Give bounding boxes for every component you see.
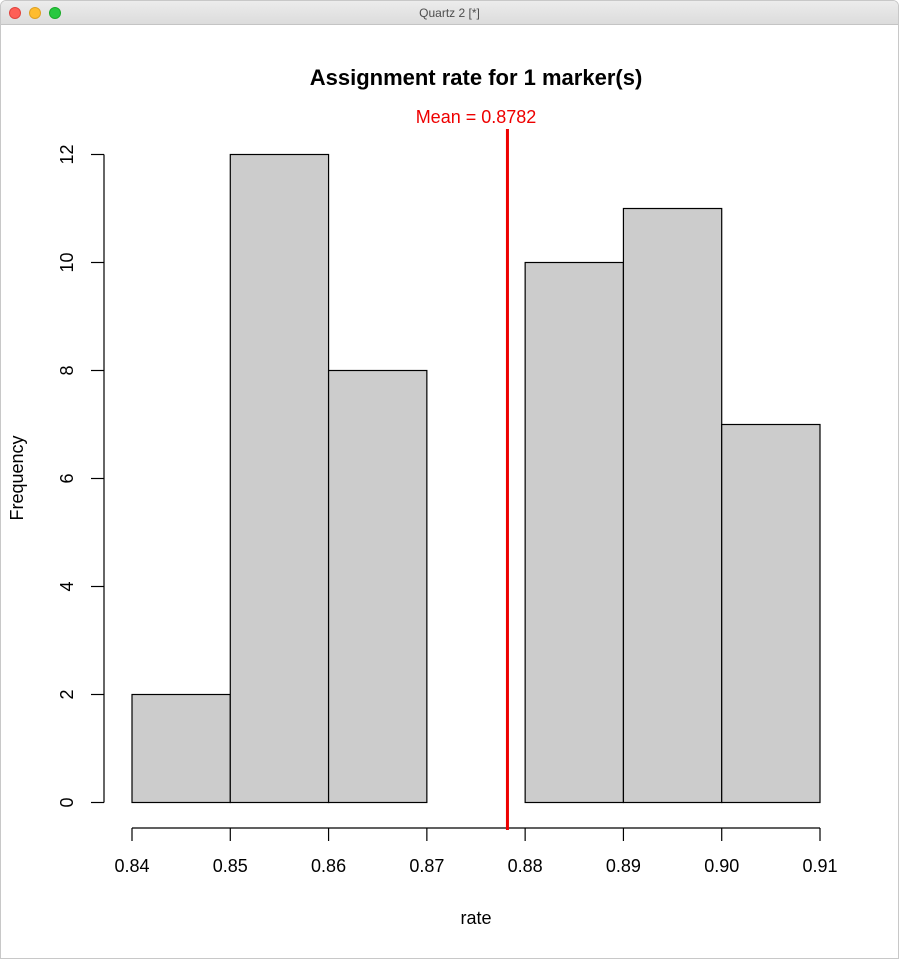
y-tick-label-6: 12 [57, 144, 77, 164]
x-tick-label-2: 0.86 [311, 856, 346, 876]
window-titlebar[interactable]: Quartz 2 [*] [1, 1, 898, 25]
y-tick-label-3: 6 [57, 473, 77, 483]
histogram-bar-2 [327, 369, 428, 804]
x-tick-label-3: 0.87 [409, 856, 444, 876]
chart-title: Assignment rate for 1 marker(s) [310, 65, 643, 90]
minimize-window-button[interactable] [29, 7, 41, 19]
histogram-bar-5 [622, 207, 723, 804]
plot-area: Assignment rate for 1 marker(s) Mean = 0… [1, 25, 898, 958]
close-window-button[interactable] [9, 7, 21, 19]
zoom-window-button[interactable] [49, 7, 61, 19]
x-tick-label-4: 0.88 [508, 856, 543, 876]
histogram-bar-1 [229, 153, 330, 804]
x-axis: 0.84 0.85 0.86 0.87 0.88 0.89 0.90 0.91 [114, 827, 838, 876]
y-tick-label-1: 2 [57, 689, 77, 699]
y-tick-label-5: 10 [57, 252, 77, 272]
histogram-chart: Assignment rate for 1 marker(s) Mean = 0… [7, 65, 838, 928]
window-title: Quartz 2 [*] [419, 6, 480, 20]
y-tick-label-4: 8 [57, 365, 77, 375]
x-tick-label-1: 0.85 [213, 856, 248, 876]
x-tick-label-7: 0.91 [802, 856, 837, 876]
y-tick-label-2: 4 [57, 581, 77, 591]
x-axis-label: rate [460, 908, 491, 928]
y-axis: 0 2 4 6 8 10 12 [57, 144, 105, 808]
x-tick-label-6: 0.90 [704, 856, 739, 876]
y-tick-label-0: 0 [57, 797, 77, 807]
mean-label: Mean = 0.8782 [416, 107, 537, 127]
histogram-bar-4 [524, 261, 625, 804]
y-axis-label: Frequency [7, 435, 27, 520]
x-tick-label-0: 0.84 [114, 856, 149, 876]
x-tick-label-5: 0.89 [606, 856, 641, 876]
bars-group [131, 153, 821, 804]
histogram-bar-6 [721, 423, 821, 804]
histogram-bar-0 [131, 693, 231, 804]
